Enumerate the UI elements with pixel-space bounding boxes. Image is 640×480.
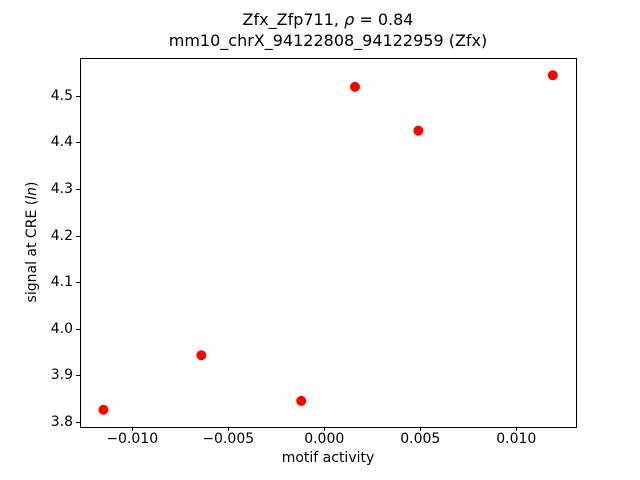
data-point	[547, 70, 558, 81]
x-tick-label: −0.010	[106, 431, 159, 447]
data-point	[98, 404, 109, 415]
x-tick-label: −0.005	[202, 431, 255, 447]
data-point	[413, 125, 424, 136]
plot-frame	[80, 58, 577, 428]
x-tick-label: 0.000	[304, 431, 345, 447]
x-axis-label: motif activity	[281, 450, 375, 466]
title-text-prefix: Zfx_Zfp711,	[242, 10, 345, 29]
y-tick-label: 4.3	[50, 180, 73, 197]
x-tick-label: 0.010	[496, 431, 537, 447]
y-tick-label: 4.2	[50, 227, 73, 244]
y-tick-label: 3.8	[50, 413, 73, 430]
chart-title: Zfx_Zfp711, ρ = 0.84 mm10_chrX_94122808_…	[80, 9, 576, 51]
y-tick-label: 4.0	[50, 320, 73, 337]
y-tick-label: 4.1	[50, 274, 73, 291]
y-tick-label: 4.4	[50, 134, 73, 151]
data-point	[296, 395, 307, 406]
chart-title-line1: Zfx_Zfp711, ρ = 0.84	[80, 9, 576, 30]
y-tick-label: 4.5	[50, 87, 73, 104]
data-point	[196, 350, 207, 361]
title-rho-symbol: ρ	[344, 10, 355, 29]
data-point	[349, 81, 360, 92]
title-text-suffix: = 0.84	[354, 10, 414, 29]
y-tick-label: 3.9	[50, 367, 73, 384]
x-tick-label: 0.005	[400, 431, 441, 447]
chart-title-line2: mm10_chrX_94122808_94122959 (Zfx)	[168, 31, 488, 50]
